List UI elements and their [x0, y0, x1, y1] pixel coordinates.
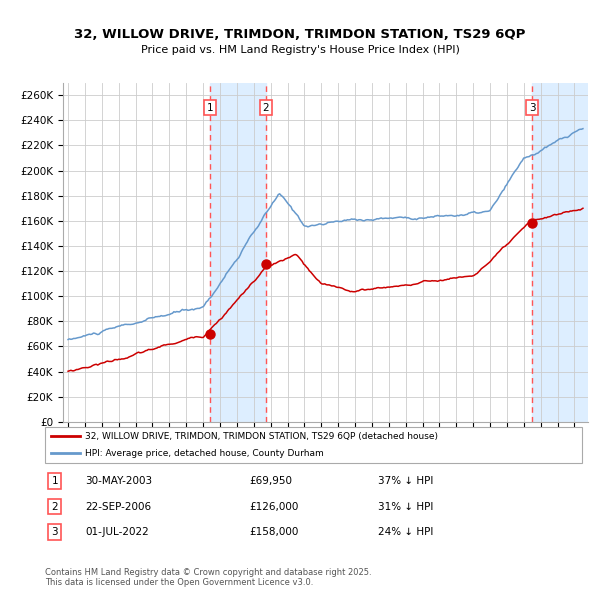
- Text: 32, WILLOW DRIVE, TRIMDON, TRIMDON STATION, TS29 6QP (detached house): 32, WILLOW DRIVE, TRIMDON, TRIMDON STATI…: [85, 432, 438, 441]
- Text: 37% ↓ HPI: 37% ↓ HPI: [378, 476, 433, 486]
- Text: £69,950: £69,950: [249, 476, 292, 486]
- Text: £126,000: £126,000: [249, 502, 298, 512]
- Text: Contains HM Land Registry data © Crown copyright and database right 2025.
This d: Contains HM Land Registry data © Crown c…: [45, 568, 371, 587]
- Text: 30-MAY-2003: 30-MAY-2003: [85, 476, 152, 486]
- Text: Price paid vs. HM Land Registry's House Price Index (HPI): Price paid vs. HM Land Registry's House …: [140, 45, 460, 55]
- Text: 01-JUL-2022: 01-JUL-2022: [85, 527, 149, 537]
- Text: 1: 1: [52, 476, 58, 486]
- Text: £158,000: £158,000: [249, 527, 298, 537]
- Text: 3: 3: [52, 527, 58, 537]
- FancyBboxPatch shape: [45, 427, 582, 463]
- Bar: [532, 83, 588, 422]
- Text: 24% ↓ HPI: 24% ↓ HPI: [378, 527, 433, 537]
- Text: 3: 3: [529, 103, 536, 113]
- Text: 2: 2: [263, 103, 269, 113]
- Text: HPI: Average price, detached house, County Durham: HPI: Average price, detached house, Coun…: [85, 449, 324, 458]
- Text: 32, WILLOW DRIVE, TRIMDON, TRIMDON STATION, TS29 6QP: 32, WILLOW DRIVE, TRIMDON, TRIMDON STATI…: [74, 28, 526, 41]
- Text: 31% ↓ HPI: 31% ↓ HPI: [378, 502, 433, 512]
- Bar: [210, 83, 266, 422]
- Text: 1: 1: [207, 103, 214, 113]
- Text: 22-SEP-2006: 22-SEP-2006: [85, 502, 151, 512]
- Text: 2: 2: [52, 502, 58, 512]
